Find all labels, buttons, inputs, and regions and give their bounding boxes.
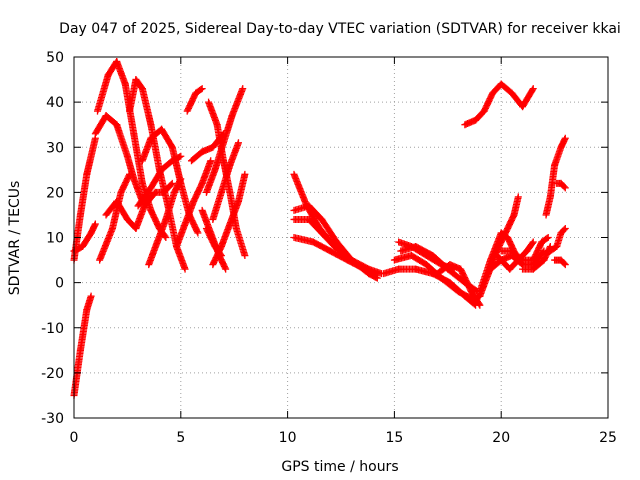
data-point-marker	[543, 234, 551, 242]
axis-ticks	[73, 56, 609, 419]
y-tick-label: -20	[41, 366, 64, 382]
data-point-marker	[162, 234, 170, 241]
data-point-marker	[241, 252, 249, 260]
y-tick-label: 30	[46, 140, 64, 156]
series-arc38	[553, 179, 569, 192]
data-point-marker	[529, 85, 537, 93]
y-axis-label: SDTVAR / TECUs	[7, 181, 23, 296]
series-arc39	[546, 224, 569, 255]
grid-lines	[74, 57, 608, 418]
data-point-marker	[222, 265, 230, 273]
series-arc17	[202, 85, 247, 196]
data-point-marker	[561, 261, 569, 269]
data-point-marker	[91, 220, 99, 228]
y-tick-label: 0	[55, 276, 64, 292]
data-point-marker	[514, 193, 522, 201]
data-point-marker	[239, 85, 247, 93]
data-point-marker	[560, 183, 568, 191]
y-tick-label: 20	[46, 185, 64, 201]
y-tick-label: 10	[46, 231, 64, 247]
series-arc3	[70, 220, 99, 255]
data-point-marker	[476, 301, 484, 309]
series-arc28	[395, 238, 458, 273]
series-arc8	[126, 76, 189, 273]
data-point-marker	[177, 175, 185, 183]
series-arc24	[290, 234, 381, 278]
series-arc14	[187, 130, 228, 165]
data-point-marker	[181, 265, 189, 273]
tick-labels: 0 5 10 15 20 25 -30 -20 -10 0 10 20 30 40 50	[41, 50, 617, 446]
data-point-marker	[373, 270, 381, 278]
data-points	[70, 58, 569, 399]
series-arc13	[183, 85, 206, 115]
x-axis-label: GPS time / hours	[281, 459, 398, 475]
x-tick-label: 10	[279, 430, 297, 446]
x-tick-label: 0	[70, 430, 79, 446]
data-point-marker	[561, 184, 569, 192]
series-arc21	[290, 170, 386, 278]
data-point-marker	[529, 238, 537, 246]
chart-title: Day 047 of 2025, Sidereal Day-to-day VTE…	[59, 21, 621, 37]
data-point-marker	[177, 152, 185, 160]
x-tick-label: 20	[492, 430, 510, 446]
x-tick-label: 15	[385, 430, 403, 446]
data-point-marker	[207, 157, 215, 165]
x-tick-label: 5	[176, 430, 185, 446]
data-point-marker	[560, 259, 568, 267]
series-arc30	[461, 80, 537, 129]
data-point-marker	[475, 300, 483, 308]
data-point-marker	[193, 228, 201, 236]
data-point-marker	[87, 292, 95, 300]
data-point-marker	[198, 85, 206, 93]
data-point-marker	[560, 226, 568, 234]
data-point-marker	[561, 134, 569, 142]
series-arc12	[173, 157, 215, 251]
data-point-marker	[544, 234, 552, 241]
data-point-marker	[167, 180, 175, 188]
series-arc35	[493, 238, 537, 273]
data-point-marker	[528, 86, 536, 94]
y-tick-label: -10	[41, 321, 64, 337]
series-arc37	[542, 134, 569, 219]
series-arc20	[209, 170, 249, 269]
series-arc11	[134, 152, 185, 210]
x-tick-label: 25	[599, 430, 617, 446]
data-point-marker	[197, 85, 205, 93]
data-point-marker	[561, 224, 569, 232]
series-arc40	[551, 256, 569, 269]
data-point-marker	[528, 239, 536, 247]
data-point-marker	[234, 139, 242, 147]
y-tick-label: -30	[41, 411, 64, 427]
data-point-marker	[168, 179, 176, 187]
series-arc10	[145, 175, 185, 269]
data-point-marker	[194, 229, 202, 237]
y-tick-label: 50	[46, 50, 64, 66]
y-tick-label: 40	[46, 95, 64, 111]
series-arc19	[209, 139, 242, 223]
data-point-marker	[241, 170, 249, 178]
